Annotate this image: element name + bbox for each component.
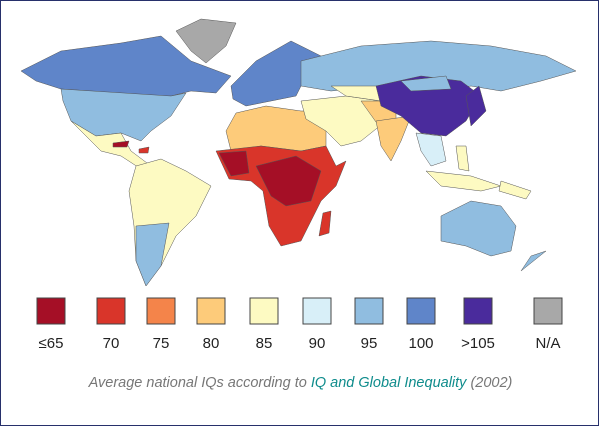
new-zealand	[520, 250, 547, 272]
legend-label: 90	[309, 335, 326, 352]
caribbean	[138, 146, 150, 154]
legend-swatch	[96, 297, 126, 325]
usa	[60, 88, 187, 142]
legend-label: N/A	[535, 335, 560, 352]
southern-cone	[135, 222, 170, 287]
mongolia	[400, 75, 452, 92]
legend-swatch	[533, 297, 563, 325]
indonesia	[425, 170, 502, 192]
legend-swatch	[302, 297, 332, 325]
europe	[230, 40, 322, 107]
legend-label: 80	[203, 335, 220, 352]
legend-swatch	[196, 297, 226, 325]
greenland	[175, 18, 237, 64]
new-guinea	[498, 180, 532, 200]
japan-korea	[465, 85, 487, 127]
legend-swatch	[463, 297, 493, 325]
west-africa	[218, 150, 250, 177]
caption-year: (2002)	[470, 375, 513, 391]
legend-label: 95	[361, 335, 378, 352]
legend-label: 75	[153, 335, 170, 352]
caption-link[interactable]: IQ and Global Inequality	[310, 375, 467, 391]
legend: ≤65 70 75 80 85 90 95 100 >105 N/A	[36, 297, 563, 352]
legend-swatch	[146, 297, 176, 325]
caribbean	[112, 140, 130, 148]
caption-text: Average national IQs according to	[88, 375, 307, 391]
legend-label: >105	[461, 335, 495, 352]
legend-label: 70	[103, 335, 120, 352]
world-map	[20, 18, 577, 287]
central-africa	[255, 155, 322, 207]
legend-swatch	[406, 297, 436, 325]
legend-label: ≤65	[39, 335, 64, 352]
legend-swatch	[36, 297, 66, 325]
legend-swatch	[354, 297, 384, 325]
legend-label: 85	[256, 335, 273, 352]
philippines	[455, 145, 470, 172]
australia	[440, 200, 517, 257]
madagascar	[318, 210, 332, 237]
caption: Average national IQs according to IQ and…	[1, 375, 599, 391]
legend-label: 100	[408, 335, 433, 352]
legend-swatch	[249, 297, 279, 325]
southeast-asia	[415, 132, 447, 167]
